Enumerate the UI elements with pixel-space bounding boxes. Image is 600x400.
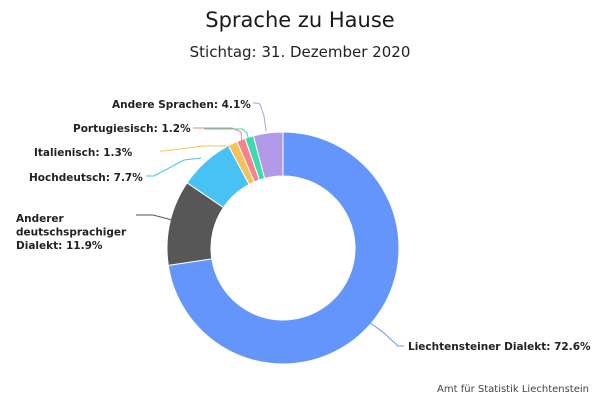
data-label-hochdeutsch: Hochdeutsch: 7.7% bbox=[29, 172, 143, 184]
chart-subtitle: Stichtag: 31. Dezember 2020 bbox=[189, 43, 411, 61]
data-label-anderer-deutschsprachiger-dialekt: Anderer deutschsprachiger Dialekt: 11.9% bbox=[16, 213, 127, 252]
data-label-line: Dialekt: 11.9% bbox=[16, 240, 103, 252]
chart-title: Sprache zu Hause bbox=[205, 8, 395, 32]
data-label-liechtensteiner-dialekt: Liechtensteiner Dialekt: 72.6% bbox=[408, 341, 591, 353]
data-label-line: Anderer bbox=[16, 213, 65, 225]
slice-andere-sprachen[interactable] bbox=[252, 131, 284, 179]
connector-hochdeutsch bbox=[146, 157, 202, 177]
connector-liechtensteiner-dialekt bbox=[368, 321, 404, 347]
connector-italienisch bbox=[160, 145, 235, 152]
label-connectors bbox=[136, 102, 404, 347]
data-labels: Liechtensteiner Dialekt: 72.6% Anderer deu… bbox=[16, 99, 591, 353]
slice-liechtensteiner-dialekt[interactable] bbox=[167, 131, 400, 365]
data-label-italienisch: Italienisch: 1.3% bbox=[34, 147, 133, 159]
donut-slices bbox=[166, 131, 400, 365]
data-label-portugiesisch: Portugiesisch: 1.2% bbox=[73, 123, 191, 135]
data-label-line: deutschsprachiger bbox=[16, 227, 127, 239]
connector-anderer-deutschsprachiger-dialekt bbox=[136, 214, 177, 222]
chart-credit: Amt für Statistik Liechtenstein bbox=[437, 384, 589, 395]
connector-portugiesisch bbox=[193, 127, 243, 145]
connector-andere-sprachen bbox=[253, 102, 267, 132]
connector-spanisch bbox=[204, 128, 250, 142]
data-label-andere-sprachen: Andere Sprachen: 4.1% bbox=[112, 99, 251, 111]
